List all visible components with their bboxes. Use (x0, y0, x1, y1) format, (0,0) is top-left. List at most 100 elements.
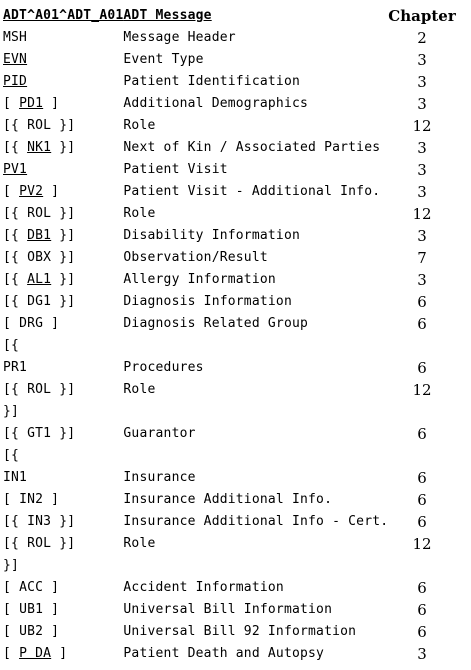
segment-prefix: [ (3, 316, 20, 331)
chapter-number: 6 (417, 293, 427, 311)
segment-cell: [{ GT1 }] (3, 423, 123, 445)
segment-suffix: }] (51, 140, 76, 155)
table-row: MSH Message Header 2 (3, 27, 456, 49)
segment-description: Accident Information (123, 580, 284, 595)
segment-cell: PV1 (3, 159, 123, 181)
segment-prefix: [ (3, 580, 20, 595)
chapter-number (388, 335, 455, 357)
table-row: IN1 Insurance 6 (3, 467, 456, 489)
segment-description: Observation/Result (123, 250, 268, 265)
segment-suffix: ] (43, 96, 60, 111)
segment-code: ROL (27, 118, 52, 133)
segment-cell: [ UB1 ] (3, 599, 123, 621)
segment-description (123, 401, 388, 423)
segment-cell: [{ ROL }] (3, 533, 123, 555)
segment-cell: }] (3, 555, 123, 577)
chapter-number: 6 (417, 513, 427, 531)
segment-description: Patient Identification (123, 74, 300, 89)
segment-link[interactable]: AL1 (27, 272, 52, 287)
segment-cell: [{ (3, 335, 123, 357)
segment-cell: EVN (3, 49, 123, 71)
message-column-header: ADT Message (123, 5, 388, 27)
segment-cell: IN1 (3, 467, 123, 489)
table-row: EVN Event Type 3 (3, 49, 456, 71)
segment-link[interactable]: PV2 (19, 184, 44, 199)
table-row: [{ ROL }] Role 12 (3, 533, 456, 555)
table-row: [{ AL1 }] Allergy Information 3 (3, 269, 456, 291)
segment-description: Role (123, 118, 156, 133)
segment-description: Next of Kin / Associated Parties (123, 140, 381, 155)
segment-code: IN2 (19, 492, 44, 507)
table-row: [{ (3, 335, 456, 357)
segment-prefix: [{ (3, 514, 28, 529)
segment-cell: [ PD1 ] (3, 93, 123, 115)
table-row: [ PV2 ] Patient Visit - Additional Info. 3 (3, 181, 456, 203)
segment-suffix: ] (51, 646, 68, 661)
segment-link[interactable]: DB1 (27, 228, 52, 243)
segment-column-header: ADT^A01^ADT_A01 (3, 5, 123, 27)
chapter-number: 2 (417, 29, 427, 47)
segment-code: ROL (27, 536, 52, 551)
segment-cell: [ PV2 ] (3, 181, 123, 203)
segment-code: ROL (27, 206, 52, 221)
segment-prefix: [{ (3, 272, 28, 287)
segment-description: Role (123, 206, 156, 221)
segment-suffix: ] (43, 580, 60, 595)
table-row: [{ ROL }] Role 12 (3, 203, 456, 225)
segment-code: UB2 (19, 624, 44, 639)
chapter-number: 7 (417, 249, 427, 267)
segment-description: Diagnosis Information (123, 294, 292, 309)
segment-suffix: }] (51, 250, 76, 265)
segment-prefix: [{ (3, 294, 28, 309)
segment-prefix: [ (3, 646, 20, 661)
chapter-number: 12 (412, 535, 432, 553)
segment-link[interactable]: NK1 (27, 140, 52, 155)
segment-cell: [{ AL1 }] (3, 269, 123, 291)
segment-link[interactable]: PV1 (3, 162, 28, 177)
segment-code: PR1 (3, 360, 28, 375)
chapter-column-header: Chapter (388, 7, 456, 25)
table-row: PR1 Procedures 6 (3, 357, 456, 379)
segment-prefix: [ (3, 602, 20, 617)
segment-prefix: [{ (3, 338, 20, 353)
segment-prefix: [ (3, 96, 20, 111)
segment-description: Allergy Information (123, 272, 276, 287)
segment-cell: [{ ROL }] (3, 203, 123, 225)
segment-link[interactable]: P DA (19, 646, 52, 661)
segment-code: IN1 (3, 470, 28, 485)
segment-description (123, 335, 388, 357)
segment-link[interactable]: PD1 (19, 96, 44, 111)
table-header-row: ADT^A01^ADT_A01 ADT Message Chapter (3, 5, 456, 27)
segment-cell: [ UB2 ] (3, 621, 123, 643)
segment-link[interactable]: EVN (3, 52, 28, 67)
table-row: [ P DA ] Patient Death and Autopsy 3 (3, 643, 456, 665)
segment-code: DG1 (27, 294, 52, 309)
table-row: [{ GT1 }] Guarantor 6 (3, 423, 456, 445)
segment-code: ROL (27, 382, 52, 397)
segment-code: IN3 (27, 514, 52, 529)
segment-description: Patient Visit (123, 162, 228, 177)
segment-prefix: [{ (3, 536, 28, 551)
table-row: [{ OBX }] Observation/Result 7 (3, 247, 456, 269)
segment-prefix: [ (3, 492, 20, 507)
table-row: [{ DG1 }] Diagnosis Information 6 (3, 291, 456, 313)
segment-cell: [ P DA ] (3, 643, 123, 665)
chapter-number: 3 (417, 271, 427, 289)
chapter-number (388, 445, 455, 467)
segment-cell: [{ (3, 445, 123, 467)
segment-description: Universal Bill 92 Information (123, 624, 357, 639)
segment-suffix: ] (43, 492, 60, 507)
table-row: [{ IN3 }] Insurance Additional Info - Cer… (3, 511, 456, 533)
segment-code: ACC (19, 580, 44, 595)
segment-cell: [{ NK1 }] (3, 137, 123, 159)
chapter-number: 3 (417, 139, 427, 157)
segment-suffix: ] (43, 316, 60, 331)
segment-link[interactable]: PID (3, 74, 28, 89)
segment-description: Event Type (123, 52, 204, 67)
chapter-number: 6 (417, 491, 427, 509)
segment-rows: MSH Message Header 2 EVN Event Type 3 PID Patie… (3, 27, 456, 665)
chapter-number: 6 (417, 601, 427, 619)
chapter-number: 3 (417, 161, 427, 179)
segment-cell: [{ DB1 }] (3, 225, 123, 247)
segment-prefix: [ (3, 184, 20, 199)
